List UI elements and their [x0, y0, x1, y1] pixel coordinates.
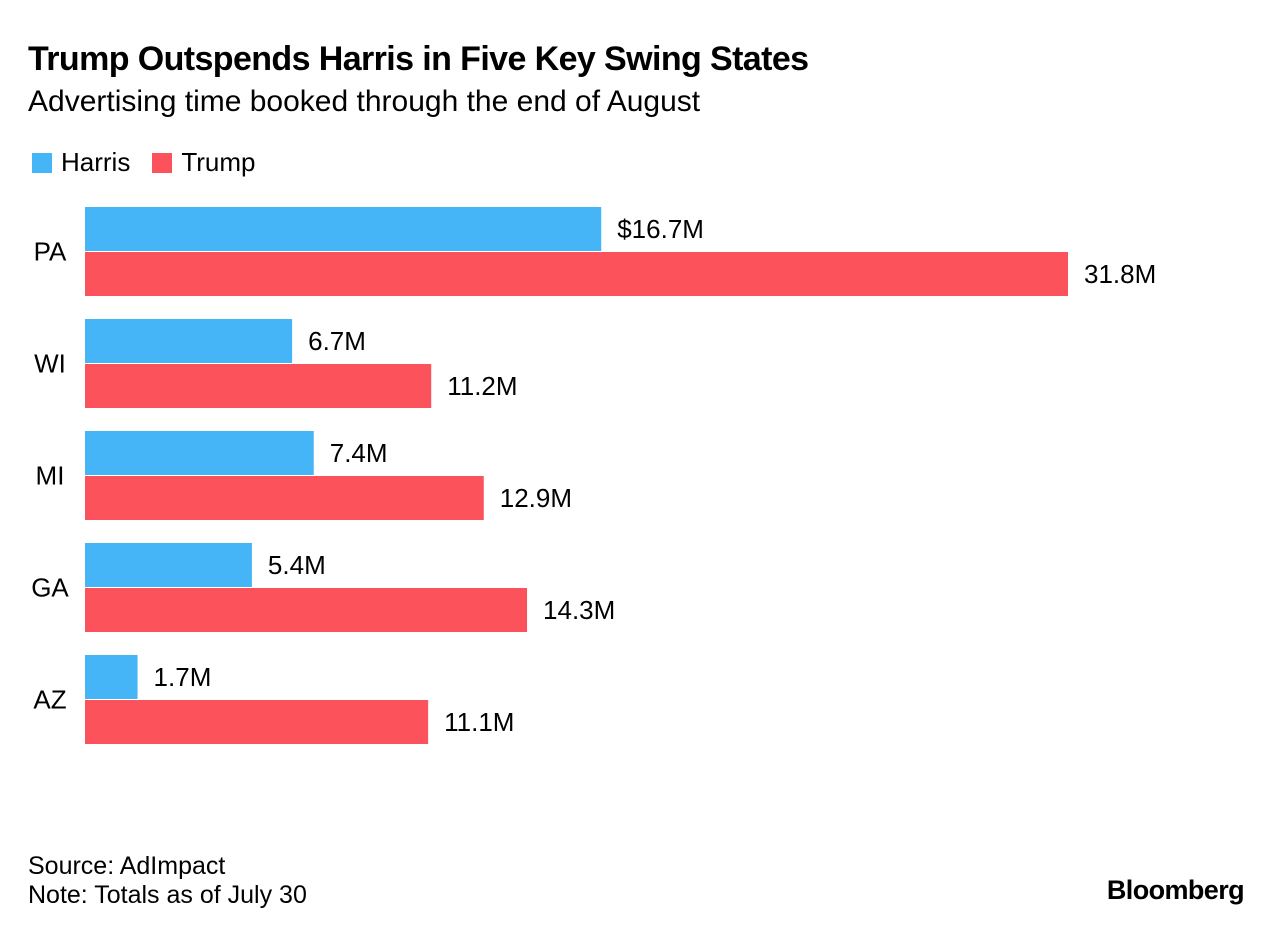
category-label-az: AZ — [33, 685, 66, 715]
legend-swatch-trump — [152, 152, 173, 173]
note-text: Note: Totals as of July 30 — [28, 881, 307, 909]
bar-az-trump — [85, 700, 429, 744]
data-label-mi-trump: 12.9M — [500, 483, 572, 513]
category-label-pa: PA — [34, 237, 67, 267]
bar-pa-harris — [85, 207, 602, 251]
category-label-mi: MI — [36, 461, 65, 491]
chart-title: Trump Outspends Harris in Five Key Swing… — [28, 40, 809, 78]
data-label-pa-trump: 31.8M — [1084, 259, 1156, 289]
bar-chart: PA $16.7M 31.8M WI 6.7M 11.2M MI 7.4M 12.9M GA 5.4… — [31, 207, 1156, 744]
bar-ga-trump — [85, 588, 528, 632]
source-text: Source: AdImpact — [28, 852, 226, 880]
chart-subtitle: Advertising time booked through the end … — [28, 85, 701, 118]
bar-az-harris — [85, 655, 138, 699]
data-label-mi-harris: 7.4M — [330, 438, 388, 468]
data-label-az-trump: 11.1M — [444, 707, 514, 737]
bloomberg-logo: Bloomberg — [1106, 875, 1245, 905]
data-label-az-harris: 1.7M — [154, 662, 212, 692]
bar-wi-harris — [85, 319, 293, 363]
bar-ga-harris — [85, 543, 252, 587]
data-label-wi-harris: 6.7M — [308, 326, 366, 356]
bar-pa-trump — [85, 252, 1068, 296]
data-label-pa-harris: $16.7M — [617, 214, 704, 244]
category-label-ga: GA — [31, 573, 69, 603]
data-label-wi-trump: 11.2M — [447, 371, 517, 401]
legend-item-harris: Harris — [32, 147, 130, 178]
legend-label-trump: Trump — [181, 147, 256, 177]
bar-wi-trump — [85, 364, 432, 408]
legend-label-harris: Harris — [61, 147, 131, 177]
bar-mi-harris — [85, 431, 314, 475]
legend: Harris Trump — [32, 147, 278, 178]
footer: Source: AdImpact Note: Totals as of July… — [28, 852, 307, 910]
legend-swatch-harris — [32, 152, 52, 173]
data-label-ga-trump: 14.3M — [543, 595, 615, 625]
bar-mi-trump — [85, 476, 484, 520]
category-label-wi: WI — [34, 349, 66, 379]
data-label-ga-harris: 5.4M — [268, 550, 326, 580]
legend-item-trump: Trump — [152, 147, 256, 178]
